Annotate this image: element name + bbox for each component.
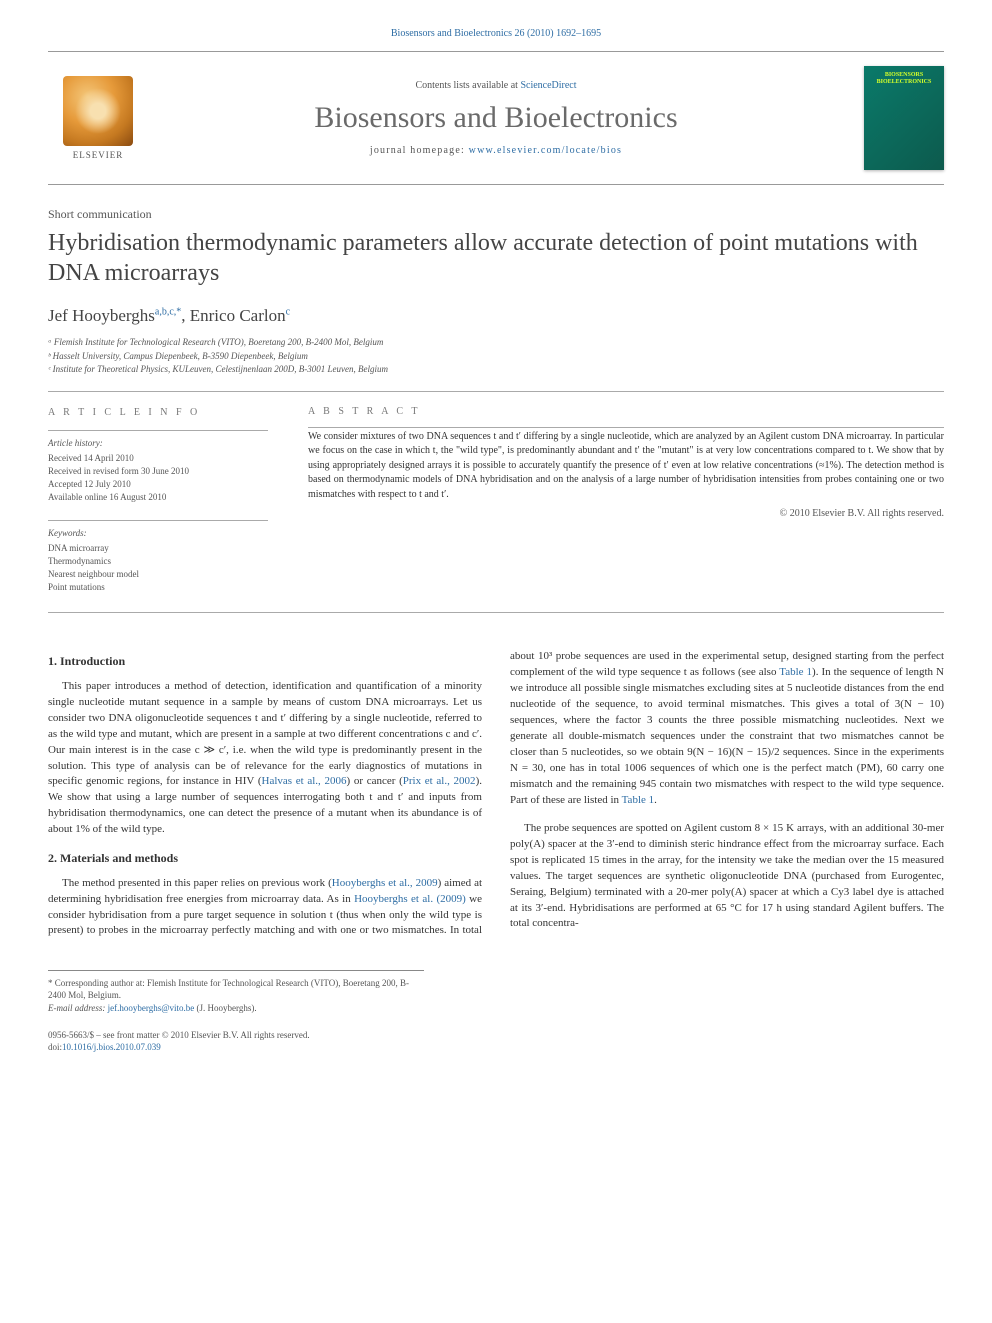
article-title: Hybridisation thermodynamic parameters a… — [48, 228, 944, 288]
affiliation-b: ᵇ Hasselt University, Campus Diepenbeek,… — [48, 350, 944, 364]
info-heading: A R T I C L E I N F O — [48, 406, 268, 421]
info-divider — [48, 430, 268, 431]
journal-title: Biosensors and Bioelectronics — [164, 101, 828, 135]
meta-row: A R T I C L E I N F O Article history: R… — [48, 392, 944, 613]
homepage-line: journal homepage: www.elsevier.com/locat… — [164, 145, 828, 156]
table-1-link-a[interactable]: Table 1 — [779, 666, 812, 678]
cite-hooyberghs-2009a[interactable]: Hooyberghs et al., 2009 — [332, 877, 438, 889]
kw-divider — [48, 520, 268, 521]
abstract-block: A B S T R A C T We consider mixtures of … — [308, 406, 944, 595]
section-2-para-2: The probe sequences are spotted on Agile… — [510, 821, 944, 933]
keyword-2: Nearest neighbour model — [48, 568, 268, 581]
article-type: Short communication — [48, 207, 944, 222]
citation-link[interactable]: Biosensors and Bioelectronics 26 (2010) … — [391, 28, 601, 39]
abstract-heading: A B S T R A C T — [308, 406, 944, 417]
email-label: E-mail address: — [48, 1003, 108, 1013]
doi-label: doi: — [48, 1042, 62, 1052]
s2p1-d: ). In the sequence of length N we introd… — [510, 666, 944, 806]
history-3: Available online 16 August 2010 — [48, 491, 268, 504]
corresponding-note: * Corresponding author at: Flemish Insti… — [48, 977, 424, 1002]
keyword-1: Thermodynamics — [48, 555, 268, 568]
footer: 0956-5663/$ – see front matter © 2010 El… — [48, 1029, 944, 1054]
cite-prix[interactable]: Prix et al., 2002 — [403, 775, 476, 787]
article-info: A R T I C L E I N F O Article history: R… — [48, 406, 268, 595]
history-2: Accepted 12 July 2010 — [48, 478, 268, 491]
doi-line: doi:10.1016/j.bios.2010.07.039 — [48, 1041, 944, 1054]
authors: Jef Hooyberghsa,b,c,*, Enrico Carlonc — [48, 306, 944, 326]
s1p1-b: ) or cancer ( — [347, 775, 403, 787]
section-1-para-1: This paper introduces a method of detect… — [48, 679, 482, 838]
homepage-prefix: journal homepage: — [370, 145, 469, 156]
sciencedirect-link[interactable]: ScienceDirect — [520, 80, 576, 91]
history-label: Article history: — [48, 437, 268, 450]
abstract-copyright: © 2010 Elsevier B.V. All rights reserved… — [308, 508, 944, 519]
email-suffix: (J. Hooyberghs). — [194, 1003, 256, 1013]
contents-prefix: Contents lists available at — [415, 80, 520, 91]
publisher-name: ELSEVIER — [48, 150, 148, 160]
contents-available-line: Contents lists available at ScienceDirec… — [164, 80, 828, 91]
section-1-heading: 1. Introduction — [48, 653, 482, 670]
s2p1-e: . — [654, 794, 657, 806]
doi-link[interactable]: 10.1016/j.bios.2010.07.039 — [62, 1042, 161, 1052]
history-1: Received in revised form 30 June 2010 — [48, 465, 268, 478]
citation-line: Biosensors and Bioelectronics 26 (2010) … — [48, 28, 944, 39]
email-line: E-mail address: jef.hooyberghs@vito.be (… — [48, 1002, 424, 1015]
issn-line: 0956-5663/$ – see front matter © 2010 El… — [48, 1029, 944, 1042]
body-columns: 1. Introduction This paper introduces a … — [48, 649, 944, 941]
affiliation-c: ᶜ Institute for Theoretical Physics, KUL… — [48, 363, 944, 377]
footnotes: * Corresponding author at: Flemish Insti… — [48, 970, 424, 1015]
affiliation-a: ᵃ Flemish Institute for Technological Re… — [48, 336, 944, 350]
cover-text: BIOSENSORS BIOELECTRONICS — [864, 72, 944, 85]
masthead-center: Contents lists available at ScienceDirec… — [148, 80, 844, 156]
s1p1-a: This paper introduces a method of detect… — [48, 680, 482, 788]
s2p1-a: The method presented in this paper relie… — [62, 877, 332, 889]
keywords-label: Keywords: — [48, 527, 268, 540]
cite-hooyberghs-2009b[interactable]: Hooyberghs et al. (2009) — [354, 893, 466, 905]
keyword-3: Point mutations — [48, 581, 268, 594]
abstract-text: We consider mixtures of two DNA sequence… — [308, 430, 944, 503]
elsevier-tree-icon — [63, 76, 133, 146]
journal-cover-thumb[interactable]: BIOSENSORS BIOELECTRONICS — [864, 66, 944, 170]
cover-block: BIOSENSORS BIOELECTRONICS — [844, 66, 944, 170]
keywords-block: Keywords: DNA microarray Thermodynamics … — [48, 520, 268, 594]
publisher-block: ELSEVIER — [48, 76, 148, 160]
abs-divider — [308, 427, 944, 428]
affiliations: ᵃ Flemish Institute for Technological Re… — [48, 336, 944, 377]
table-1-link-b[interactable]: Table 1 — [622, 794, 655, 806]
divider-bottom — [48, 612, 944, 613]
homepage-link[interactable]: www.elsevier.com/locate/bios — [469, 145, 622, 156]
cite-halvas[interactable]: Halvas et al., 2006 — [262, 775, 347, 787]
keyword-0: DNA microarray — [48, 542, 268, 555]
history-0: Received 14 April 2010 — [48, 452, 268, 465]
section-2-heading: 2. Materials and methods — [48, 850, 482, 867]
masthead: ELSEVIER Contents lists available at Sci… — [48, 51, 944, 185]
email-link[interactable]: jef.hooyberghs@vito.be — [108, 1003, 195, 1013]
